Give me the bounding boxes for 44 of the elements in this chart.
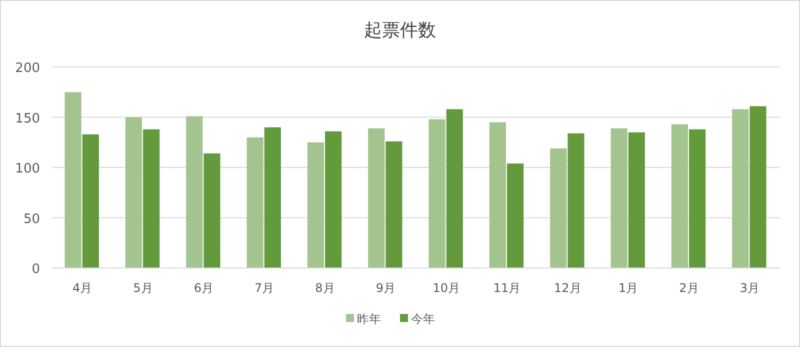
bar [186, 116, 203, 268]
bar [82, 134, 99, 268]
bar [125, 117, 142, 268]
bar [610, 128, 628, 268]
y-tick-label: 150 [15, 111, 40, 126]
x-tick-label: 3月 [740, 281, 760, 295]
y-tick-label: 0 [32, 262, 40, 277]
x-tick-label: 1月 [618, 281, 638, 295]
x-tick-label: 6月 [194, 281, 214, 295]
bar [689, 129, 706, 268]
bar [750, 106, 766, 268]
bar [246, 137, 264, 268]
chart-title: 起票件数 [364, 20, 436, 41]
x-tick-label: 12月 [554, 281, 582, 295]
x-tick-label: 10月 [432, 281, 460, 295]
y-tick-label: 200 [15, 61, 40, 76]
bar [489, 122, 506, 268]
bar [307, 142, 324, 268]
bar [204, 153, 220, 268]
bar [386, 141, 402, 268]
x-tick-label: 8月 [315, 281, 335, 295]
bar [64, 92, 82, 268]
x-tick-label: 7月 [254, 281, 274, 295]
bar [568, 133, 584, 268]
x-tick-label: 9月 [376, 281, 396, 295]
x-tick-label: 5月 [133, 281, 153, 295]
bar [325, 131, 342, 268]
bar [671, 124, 688, 268]
bar [628, 132, 645, 268]
bar [143, 129, 160, 268]
x-tick-label: 2月 [679, 281, 699, 295]
x-tick-label: 11月 [493, 281, 521, 295]
y-tick-label: 50 [23, 212, 40, 227]
y-tick-label: 100 [15, 162, 40, 176]
bar [507, 163, 524, 268]
bar [264, 127, 281, 268]
x-tick-label: 4月 [72, 281, 92, 295]
bar [368, 128, 385, 268]
bar [550, 148, 567, 268]
legend-label: 今年 [411, 312, 435, 326]
bar [732, 109, 749, 268]
bar [446, 109, 463, 268]
legend-label: 昨年 [357, 312, 381, 326]
bar [428, 119, 446, 268]
